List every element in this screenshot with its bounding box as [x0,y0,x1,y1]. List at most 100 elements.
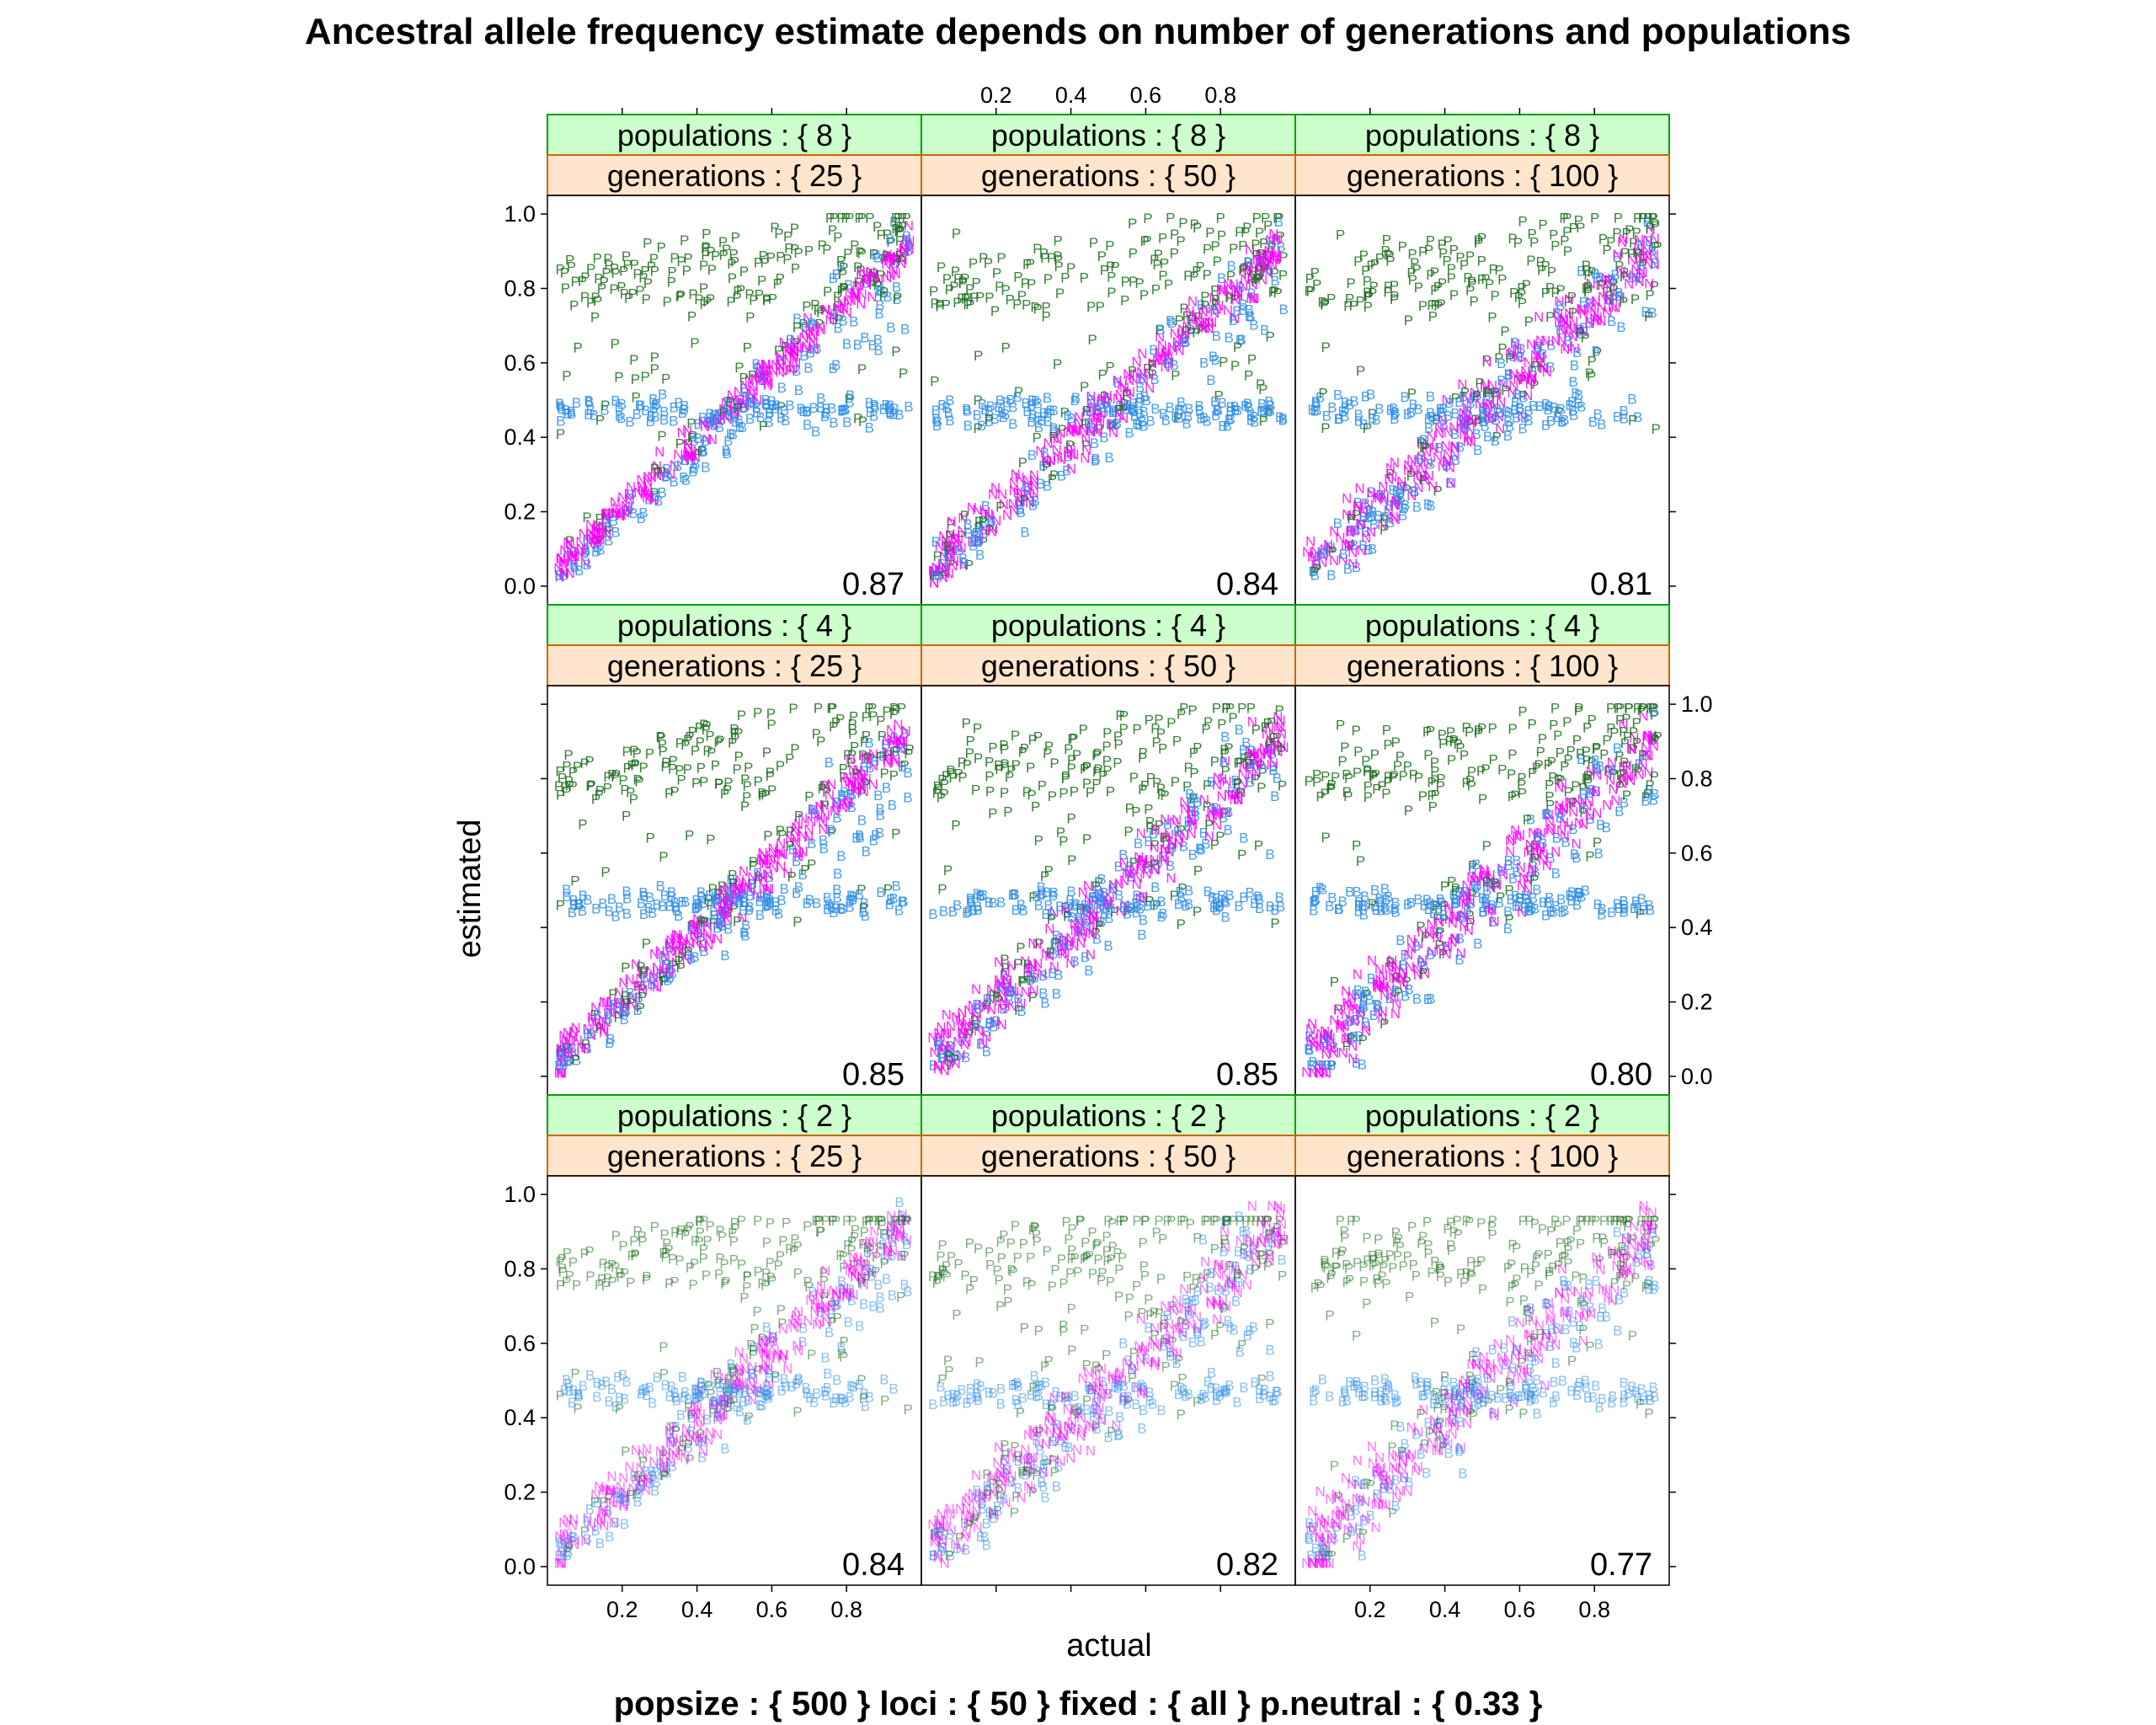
point-p: P [879,288,889,304]
point-b: B [1006,984,1015,1000]
point-p: P [762,745,771,761]
point-n: N [1361,1023,1371,1039]
point-p: P [1518,213,1527,229]
point-b: B [1137,371,1146,387]
point-p: P [582,510,591,526]
point-p: P [1563,243,1572,259]
point-p: P [600,398,610,414]
point-b: B [869,408,878,424]
point-b: B [865,760,874,776]
point-b: B [1246,407,1256,423]
point-b: B [931,534,941,550]
point-p: P [1020,741,1029,757]
scatter-points: PBNPBNPBNPBNPBNPBNPBNPBNPBNPBNPBNPBNPBNP… [554,701,915,1081]
point-b: B [823,1380,832,1396]
point-p: P [1079,722,1088,738]
point-p: P [1056,825,1065,841]
point-p: P [1562,211,1572,227]
point-p: P [1158,231,1167,247]
point-b: B [681,473,691,489]
point-n: N [882,733,892,749]
point-n: N [1172,334,1182,350]
point-p: P [1508,721,1517,737]
point-b: B [811,424,820,440]
y-tick-label: 1.0 [1681,692,1713,717]
point-n: N [899,242,909,258]
point-b: B [1278,302,1288,318]
panel: populations : { 8 }generations : { 25 }P… [504,108,922,606]
point-p: P [1321,420,1330,436]
point-p: P [1031,799,1040,815]
point-n: N [1167,835,1177,851]
point-p: P [701,240,710,256]
point-b: B [842,336,851,352]
point-b: B [1224,804,1233,820]
point-p: P [766,1215,775,1231]
point-b: B [885,232,894,248]
point-p: P [701,247,710,263]
point-p: P [630,1248,639,1264]
point-b: B [1134,836,1143,852]
point-b: B [1265,846,1274,862]
point-b: B [861,1398,870,1414]
point-p: P [1385,248,1394,264]
point-p: P [707,262,717,278]
point-p: P [1449,287,1459,303]
point-b: B [1503,904,1513,920]
populations-strip [547,114,922,156]
scatter-points: PBNPBNPBNPBNPBNPBNPBNPBNPBNPBNPBNPBNPBNP… [927,1198,1289,1571]
point-n: N [838,799,848,815]
point-p: P [958,274,968,290]
point-p: P [1455,740,1465,756]
point-p: P [1217,717,1226,733]
point-p: P [1609,281,1618,297]
x-tick-label: 0.6 [756,1597,788,1622]
point-n: N [766,852,776,868]
point-p: P [762,1235,771,1251]
y-tick-label: 1.0 [504,1182,536,1207]
point-b: B [882,1271,891,1287]
point-p: P [696,761,706,777]
generations-strip-label: generations : { 25 } [607,158,862,193]
point-b: B [886,320,895,336]
point-p: P [814,701,823,717]
point-n: N [1033,955,1043,971]
point-n: N [1556,823,1566,839]
panel: populations : { 4 }generations : { 100 }… [1294,604,1713,1096]
point-p: P [1488,261,1497,277]
point-p: P [1012,296,1022,312]
point-n: N [664,937,674,953]
point-n: N [1492,877,1502,893]
point-p: P [608,986,617,1002]
point-b: B [1326,1058,1336,1074]
point-b: B [1568,403,1577,419]
point-n: N [850,782,860,798]
point-p: P [1210,754,1219,770]
point-b: B [606,1032,615,1048]
point-p: P [578,816,587,832]
point-p: P [782,251,792,267]
point-p: P [622,506,631,522]
point-p: P [1001,339,1011,355]
point-b: B [1597,907,1606,923]
point-n: N [1372,980,1382,996]
point-p: P [1157,787,1166,803]
point-b: B [625,414,634,430]
point-p: P [1418,965,1428,981]
point-p: P [622,744,632,760]
point-b: B [569,544,579,560]
point-p: P [631,390,640,406]
point-n: N [793,1304,803,1320]
point-b: B [1333,515,1342,531]
point-b: B [836,259,846,275]
point-p: P [1055,286,1065,302]
point-p: P [706,831,715,847]
point-b: B [903,789,912,805]
point-b: B [1412,991,1422,1007]
point-n: N [905,241,915,257]
point-n: N [1066,461,1076,477]
point-b: B [645,1380,654,1396]
point-n: N [1200,320,1210,336]
point-n: N [1534,309,1544,325]
point-n: N [559,565,569,581]
